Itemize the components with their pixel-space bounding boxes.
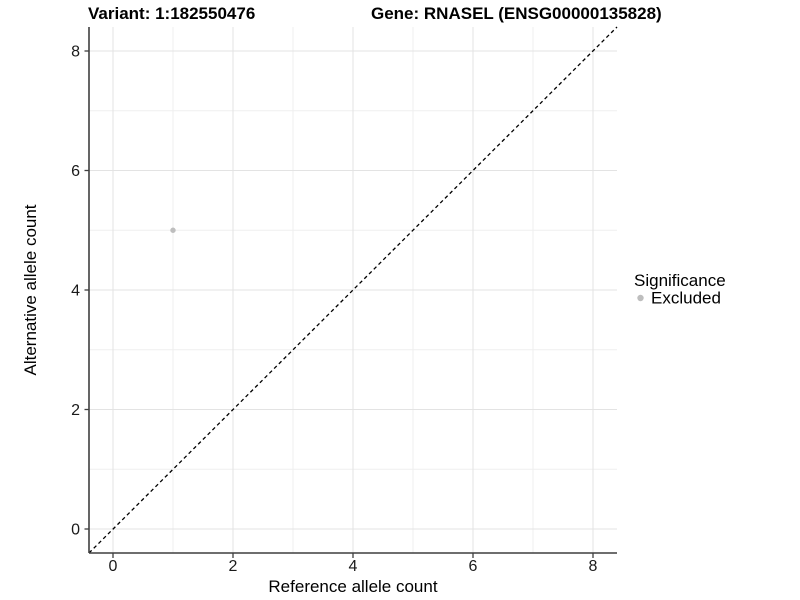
x-tick-label: 4	[349, 558, 358, 575]
y-tick-label: 4	[71, 283, 80, 300]
y-axis-ticks	[84, 50, 89, 530]
y-tick-label: 8	[71, 44, 80, 61]
legend: Significance Excluded	[634, 271, 726, 308]
y-axis-tick-labels: 0 2 4 6 8	[71, 44, 80, 539]
x-tick-label: 8	[589, 558, 598, 575]
x-tick-label: 2	[229, 558, 238, 575]
y-tick-label: 2	[71, 402, 80, 419]
x-tick-label: 6	[469, 558, 478, 575]
major-gridlines	[89, 27, 617, 553]
x-tick-label: 0	[109, 558, 118, 575]
gene-title: Gene: RNASEL (ENSG00000135828)	[371, 4, 662, 23]
y-tick-label: 0	[71, 522, 80, 539]
y-axis-title: Alternative allele count	[21, 204, 40, 375]
x-axis-title: Reference allele count	[268, 577, 437, 596]
variant-title: Variant: 1:182550476	[88, 4, 255, 23]
identity-reference-line	[88, 26, 618, 554]
y-tick-label: 6	[71, 163, 80, 180]
data-point-excluded	[170, 227, 176, 233]
legend-label-excluded: Excluded	[651, 289, 721, 308]
legend-title: Significance	[634, 271, 726, 290]
x-axis-ticks	[112, 553, 594, 558]
legend-marker-excluded-icon	[637, 294, 644, 302]
x-axis-tick-labels: 0 2 4 6 8	[109, 558, 598, 575]
